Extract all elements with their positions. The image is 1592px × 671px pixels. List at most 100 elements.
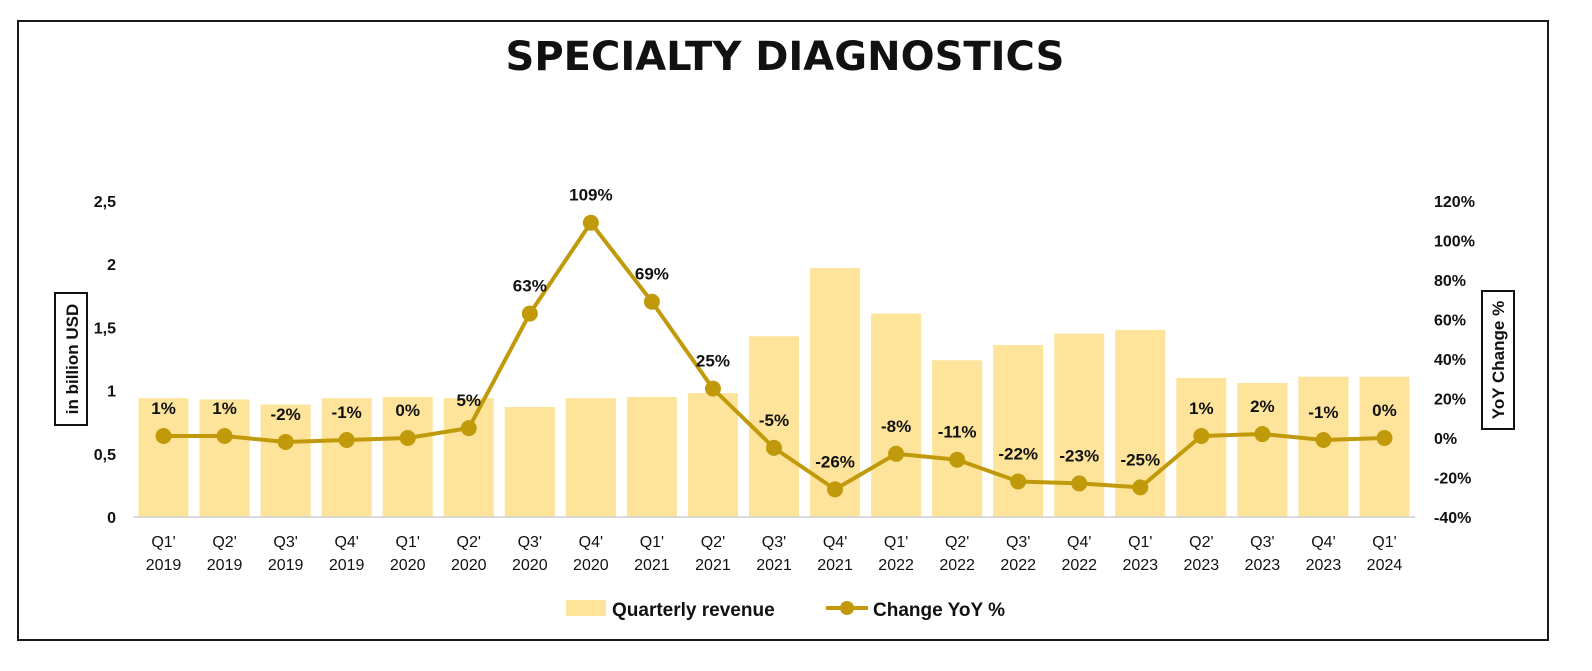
yoy-data-label: 25% — [696, 352, 730, 371]
yoy-data-label: 0% — [395, 401, 420, 420]
y2-tick-label: 100% — [1434, 234, 1475, 251]
legend-label-yoy: Change YoY % — [873, 600, 1005, 621]
yoy-point — [1254, 426, 1271, 443]
revenue-bar — [748, 336, 800, 517]
x-tick-label: Q3' 2023 — [1245, 534, 1281, 574]
yoy-data-label: 1% — [212, 399, 237, 418]
x-tick-label: Q3' 2020 — [512, 534, 548, 574]
line-layer — [155, 214, 1393, 498]
revenue-bar — [565, 398, 616, 517]
x-tick-label: Q1' 2019 — [146, 534, 182, 574]
y2-tick-label: 60% — [1434, 313, 1466, 330]
revenue-bar — [382, 396, 433, 517]
x-tick-label: Q4' 2022 — [1061, 534, 1097, 574]
revenue-bar — [626, 396, 677, 517]
x-tick-label: Q4' 2021 — [817, 534, 853, 574]
legend-swatch-revenue — [566, 600, 606, 616]
revenue-bar — [932, 360, 983, 517]
yoy-data-label: 1% — [151, 399, 176, 418]
revenue-bar — [1237, 383, 1288, 517]
y-tick-label: 1,5 — [94, 320, 116, 337]
revenue-bar — [871, 313, 922, 517]
x-tick-label: Q1' 2021 — [634, 534, 670, 574]
revenue-bar — [1359, 376, 1410, 517]
revenue-bar — [810, 267, 861, 517]
yoy-point — [460, 420, 477, 437]
revenue-bar — [138, 398, 189, 517]
x-tick-label: Q2' 2020 — [451, 534, 487, 574]
yoy-point — [1010, 473, 1027, 490]
yoy-data-label: -26% — [815, 452, 855, 471]
y-axis-title-box — [54, 292, 88, 426]
x-tick-label: Q4' 2023 — [1306, 534, 1342, 574]
y2-tick-label: 120% — [1434, 194, 1475, 211]
yoy-point — [1071, 475, 1088, 492]
x-tick-label: Q3' 2019 — [268, 534, 304, 574]
y-tick-label: 0 — [107, 510, 116, 527]
yoy-data-label: 0% — [1372, 401, 1397, 420]
yoy-point — [1193, 428, 1210, 445]
yoy-point — [827, 481, 844, 498]
yoy-point — [338, 431, 355, 448]
yoy-point — [704, 380, 721, 397]
yoy-point — [155, 428, 172, 445]
x-tick-label: Q1' 2020 — [390, 534, 426, 574]
y2-tick-label: 20% — [1434, 392, 1466, 409]
yoy-point — [399, 430, 416, 446]
y-tick-label: 2,5 — [94, 194, 116, 211]
y2-tick-label: -40% — [1434, 510, 1471, 527]
revenue-bar — [199, 399, 250, 517]
y2-tick-label: -20% — [1434, 471, 1471, 488]
yoy-data-label: -8% — [881, 417, 911, 436]
x-tick-label: Q2' 2021 — [695, 534, 731, 574]
legend: Quarterly revenue Change YoY % — [566, 600, 1005, 621]
yoy-point — [949, 451, 966, 468]
yoy-data-label: -22% — [998, 444, 1038, 463]
x-tick-label: Q4' 2019 — [329, 534, 365, 574]
yoy-data-label: 63% — [513, 277, 547, 296]
bars-layer — [138, 267, 1410, 517]
x-tick-label: Q1' 2024 — [1367, 534, 1403, 574]
yoy-point — [277, 433, 294, 450]
y2-tick-label: 40% — [1434, 352, 1466, 369]
yoy-data-label: 1% — [1189, 399, 1214, 418]
x-tick-label: Q1' 2022 — [878, 534, 914, 574]
x-tick-label: Q2' 2022 — [939, 534, 975, 574]
yoy-data-label: -23% — [1059, 446, 1099, 465]
yoy-data-label: 109% — [569, 186, 612, 205]
yoy-point — [888, 445, 905, 462]
legend-swatch-yoy-marker — [840, 601, 854, 615]
revenue-bar — [321, 398, 372, 517]
x-tick-label: Q1' 2023 — [1122, 534, 1158, 574]
yoy-point — [1132, 479, 1149, 496]
yoy-point — [766, 439, 782, 456]
yoy-data-label: 2% — [1250, 397, 1275, 416]
yoy-point — [1376, 430, 1393, 446]
yoy-point — [643, 293, 660, 310]
y-tick-label: 1 — [107, 384, 116, 401]
yoy-data-label: -11% — [938, 423, 977, 442]
revenue-bar — [443, 398, 494, 517]
yoy-data-label: -5% — [759, 411, 789, 430]
y2-tick-label: 80% — [1434, 273, 1466, 290]
x-tick-label: Q3' 2022 — [1000, 534, 1036, 574]
y2-axis-title: YoY Change % — [1489, 301, 1508, 419]
yoy-data-label: -1% — [332, 403, 362, 422]
y2-axis-title-box — [1481, 290, 1515, 430]
yoy-point — [216, 428, 233, 445]
x-tick-label: Q4' 2020 — [573, 534, 609, 574]
labels-layer: 1% 1% -2% -1% 0% 5% 63% 109% 69% 25% -5% -26% -8% -11… — [151, 186, 1397, 472]
chart-title: SPECIALTY DIAGNOSTICS — [506, 34, 1065, 80]
y-tick-label: 2 — [107, 257, 116, 274]
ticks-layer: 0 0,5 1 1,5 2 2,5 -40% -20% 0% 20% 40% 60% 80% 100% 12… — [94, 194, 1475, 574]
y-tick-label: 0,5 — [94, 447, 116, 464]
yoy-data-label: -2% — [271, 405, 301, 424]
yoy-data-label: 69% — [635, 265, 669, 284]
x-tick-label: Q2' 2023 — [1184, 534, 1220, 574]
revenue-bar — [993, 345, 1044, 517]
x-tick-label: Q2' 2019 — [207, 534, 243, 574]
yoy-data-label: -25% — [1120, 450, 1160, 469]
legend-label-revenue: Quarterly revenue — [612, 600, 775, 621]
yoy-point — [1315, 431, 1332, 448]
